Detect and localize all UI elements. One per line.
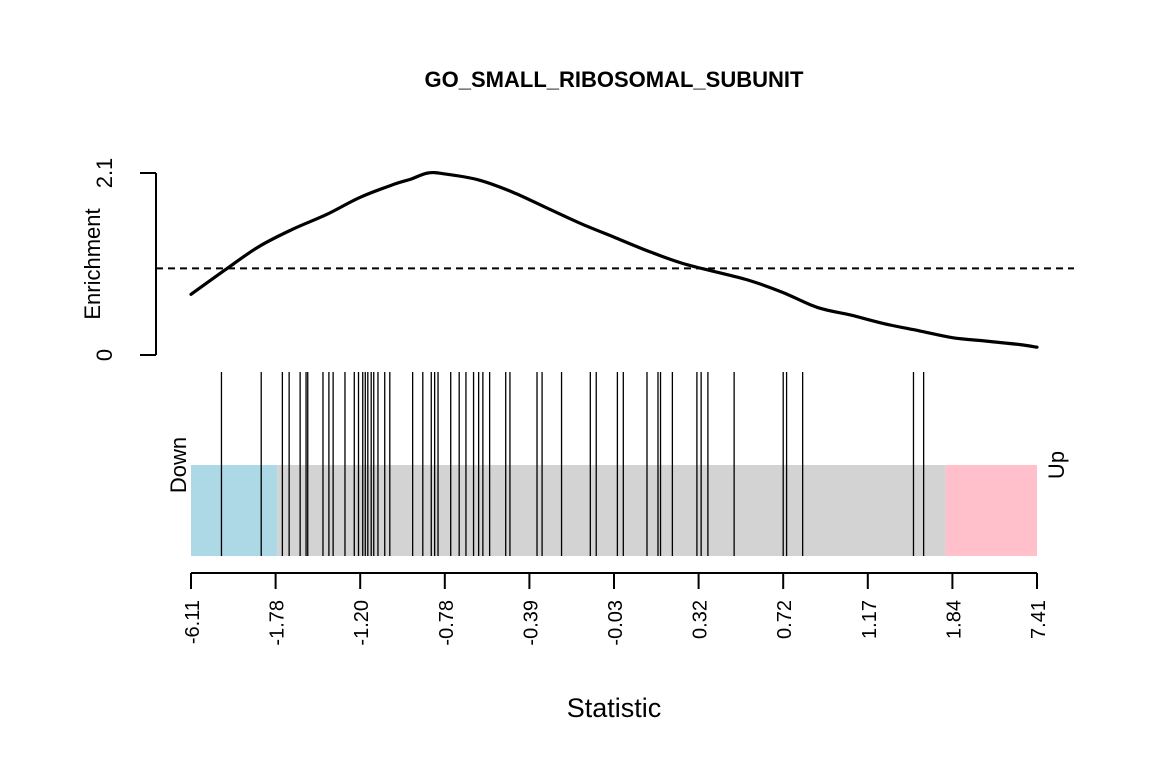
x-tick-label-5: -0.03 — [605, 600, 627, 646]
y-axis-label: Enrichment — [80, 208, 105, 319]
enrichment-panel: 2.1 0 Enrichment — [80, 158, 1074, 361]
y-tick-label-bottom: 0 — [92, 349, 117, 361]
x-tick-label-10: 7.41 — [1028, 600, 1050, 639]
x-tick-label-9: 1.84 — [943, 600, 965, 639]
region-label-up: Up — [1044, 451, 1069, 479]
x-tick-label-3: -0.78 — [436, 600, 458, 646]
chart-title: GO_SMALL_RIBOSOMAL_SUBUNIT — [425, 67, 804, 92]
y-tick-label-top: 2.1 — [92, 158, 117, 189]
barcode-panel: Down Up — [166, 372, 1069, 556]
x-axis: -6.11 -1.78 -1.20 -0.78 -0.39 -0.03 0.32 0.72 1.… — [182, 572, 1050, 723]
x-tick-label-4: -0.39 — [520, 600, 542, 646]
barcode-region-2 — [945, 465, 1037, 556]
x-tick-label-0: -6.11 — [182, 600, 204, 644]
x-tick-label-1: -1.78 — [267, 600, 289, 646]
x-tick-label-6: 0.32 — [690, 600, 712, 639]
x-tick-label-7: 0.72 — [774, 600, 796, 639]
region-label-down: Down — [166, 437, 191, 493]
enrichment-curve — [189, 170, 1039, 349]
x-tick-label-8: 1.17 — [859, 600, 881, 639]
x-tick-label-2: -1.20 — [351, 600, 373, 646]
barcode-region-1 — [277, 465, 946, 556]
barcode-region-0 — [191, 465, 278, 556]
x-axis-label: Statistic — [567, 693, 662, 723]
